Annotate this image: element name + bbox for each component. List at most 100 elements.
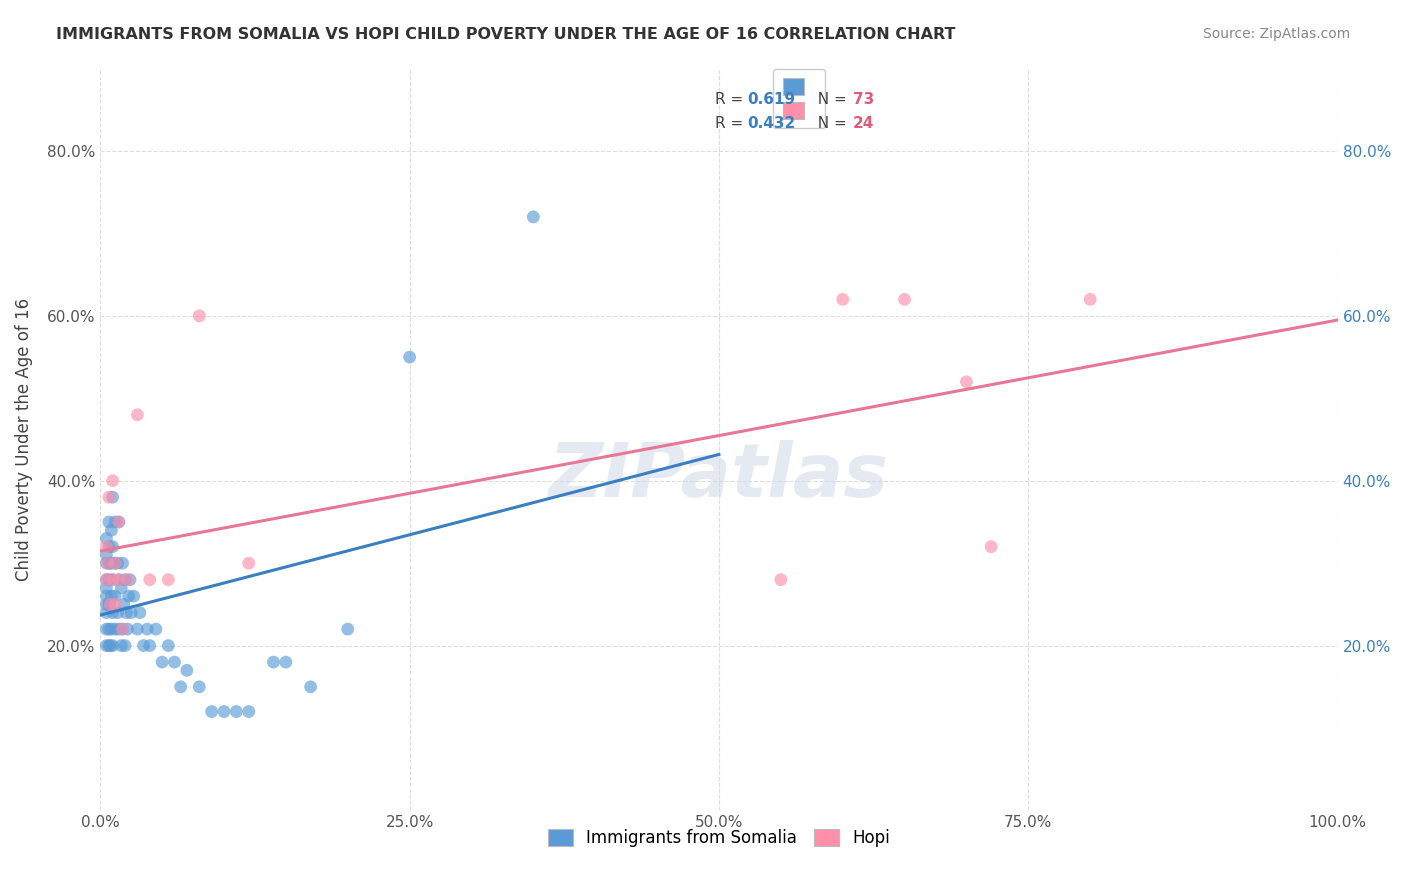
- Point: [108, 515, 131, 529]
- Point: [101, 573, 124, 587]
- Point: [128, 606, 150, 620]
- Point: [157, 639, 180, 653]
- Point: [110, 639, 132, 653]
- Point: [96, 573, 118, 587]
- Point: [170, 680, 193, 694]
- Point: [97, 556, 120, 570]
- Point: [97, 515, 120, 529]
- Point: [132, 639, 155, 653]
- Text: ZIPatlas: ZIPatlas: [548, 440, 889, 513]
- Point: [101, 606, 124, 620]
- Point: [176, 664, 198, 678]
- Point: [111, 556, 134, 570]
- Point: [96, 598, 118, 612]
- Point: [96, 556, 118, 570]
- Point: [122, 589, 145, 603]
- Point: [127, 622, 149, 636]
- Point: [97, 598, 120, 612]
- Point: [97, 639, 120, 653]
- Point: [263, 655, 285, 669]
- Point: [104, 622, 127, 636]
- Point: [980, 540, 1002, 554]
- Text: R =: R =: [716, 116, 748, 131]
- Point: [101, 639, 124, 653]
- Text: 73: 73: [852, 92, 875, 107]
- Point: [98, 556, 121, 570]
- Text: 0.619: 0.619: [748, 92, 796, 107]
- Point: [96, 532, 118, 546]
- Text: Source: ZipAtlas.com: Source: ZipAtlas.com: [1202, 27, 1350, 41]
- Point: [117, 573, 139, 587]
- Point: [108, 573, 131, 587]
- Point: [157, 573, 180, 587]
- Point: [117, 622, 139, 636]
- Point: [98, 598, 121, 612]
- Point: [98, 639, 121, 653]
- Point: [100, 556, 122, 570]
- Text: 24: 24: [852, 116, 875, 131]
- Point: [97, 490, 120, 504]
- Point: [212, 705, 235, 719]
- Point: [238, 556, 260, 570]
- Point: [96, 581, 118, 595]
- Point: [201, 705, 224, 719]
- Point: [100, 523, 122, 537]
- Point: [110, 581, 132, 595]
- Text: N =: N =: [808, 92, 852, 107]
- Point: [100, 589, 122, 603]
- Point: [139, 573, 162, 587]
- Point: [104, 589, 127, 603]
- Point: [145, 622, 167, 636]
- Point: [108, 515, 131, 529]
- Point: [97, 573, 120, 587]
- Point: [150, 655, 173, 669]
- Text: IMMIGRANTS FROM SOMALIA VS HOPI CHILD POVERTY UNDER THE AGE OF 16 CORRELATION CH: IMMIGRANTS FROM SOMALIA VS HOPI CHILD PO…: [56, 27, 956, 42]
- Point: [522, 210, 544, 224]
- Point: [299, 680, 322, 694]
- Point: [97, 622, 120, 636]
- Point: [96, 606, 118, 620]
- Point: [136, 622, 159, 636]
- Point: [96, 622, 118, 636]
- Point: [97, 540, 120, 554]
- Point: [398, 350, 420, 364]
- Point: [101, 490, 124, 504]
- Point: [188, 309, 211, 323]
- Point: [118, 589, 141, 603]
- Point: [112, 598, 135, 612]
- Point: [115, 606, 138, 620]
- Point: [114, 573, 136, 587]
- Point: [188, 680, 211, 694]
- Text: N =: N =: [808, 116, 852, 131]
- Point: [114, 639, 136, 653]
- Point: [120, 606, 142, 620]
- Point: [96, 589, 118, 603]
- Point: [101, 474, 124, 488]
- Point: [955, 375, 977, 389]
- Point: [96, 639, 118, 653]
- Point: [108, 573, 131, 587]
- Point: [274, 655, 297, 669]
- Point: [111, 622, 134, 636]
- Point: [127, 408, 149, 422]
- Point: [107, 556, 129, 570]
- Text: R =: R =: [716, 92, 748, 107]
- Text: 0.432: 0.432: [748, 116, 796, 131]
- Point: [101, 540, 124, 554]
- Point: [104, 556, 127, 570]
- Point: [163, 655, 186, 669]
- Point: [225, 705, 247, 719]
- Point: [336, 622, 359, 636]
- Point: [139, 639, 162, 653]
- Legend: Immigrants from Somalia, Hopi: Immigrants from Somalia, Hopi: [541, 822, 897, 855]
- Point: [100, 622, 122, 636]
- Y-axis label: Child Poverty Under the Age of 16: Child Poverty Under the Age of 16: [15, 298, 32, 581]
- Point: [101, 573, 124, 587]
- Point: [769, 573, 792, 587]
- Point: [96, 548, 118, 562]
- Point: [104, 515, 127, 529]
- Point: [108, 622, 131, 636]
- Point: [893, 293, 915, 307]
- Point: [98, 598, 121, 612]
- Point: [104, 556, 127, 570]
